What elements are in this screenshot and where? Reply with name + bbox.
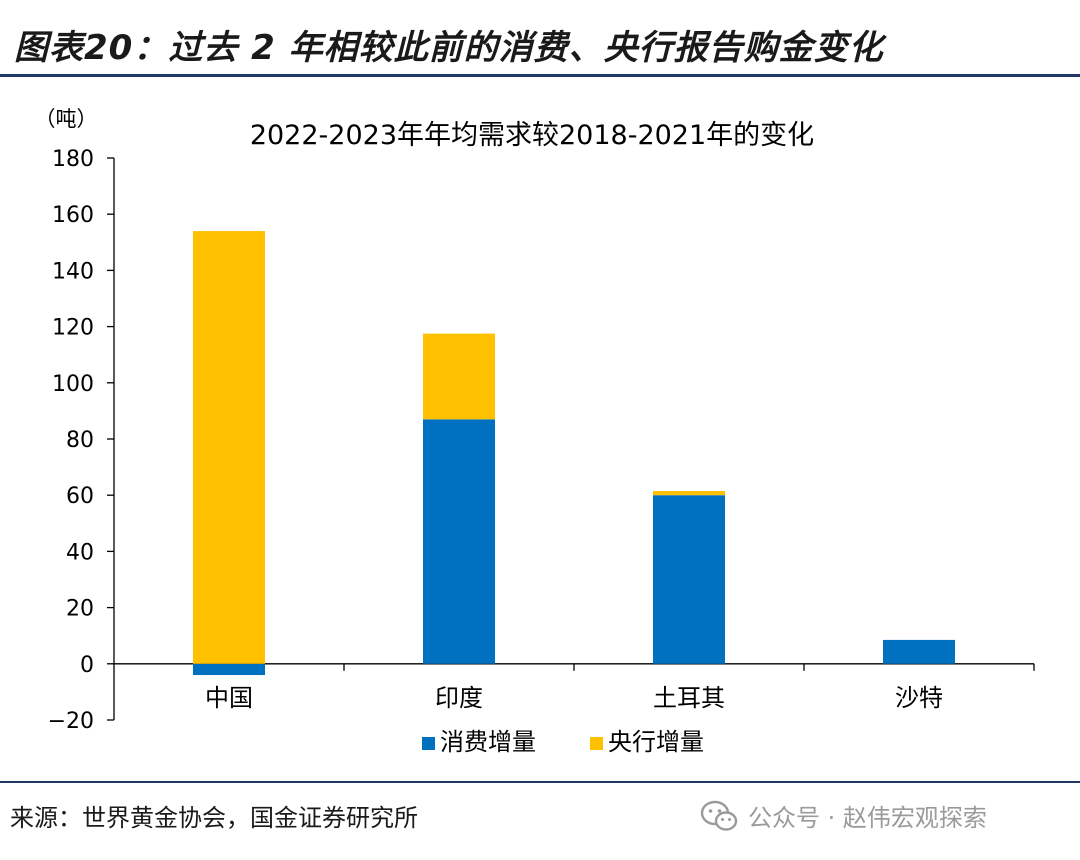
y-tick-label: 0 — [80, 653, 94, 678]
x-tick-label: 中国 — [205, 684, 253, 712]
y-tick-label: 140 — [52, 259, 94, 284]
watermark: 公众号 · 赵伟宏观探索 — [700, 798, 987, 833]
stacked-bar-chart: 2022-2023年年均需求较2018-2021年的变化 （吨） −20 0 20 4… — [35, 107, 1035, 756]
x-tick-label: 印度 — [435, 684, 483, 712]
y-tick-label: 20 — [66, 597, 94, 622]
y-axis-unit-label: （吨） — [35, 107, 98, 131]
y-tick-label: 160 — [52, 203, 94, 228]
y-tick-label: 80 — [66, 428, 94, 453]
bar-consumption-0 — [193, 663, 265, 676]
y-tick-label: 60 — [66, 484, 94, 509]
y-tick-label: 40 — [66, 540, 94, 565]
bottom-divider — [0, 781, 1080, 783]
x-tick-label: 沙特 — [895, 684, 943, 712]
bar-central-bank-2 — [653, 490, 725, 496]
chart-title: 2022-2023年年均需求较2018-2021年的变化 — [250, 120, 814, 151]
legend-swatch-central-bank — [590, 737, 603, 750]
y-tick-label: 100 — [52, 372, 94, 397]
legend-swatch-consumption — [422, 737, 435, 750]
x-tick-label: 土耳其 — [653, 684, 725, 712]
bar-consumption-1 — [423, 419, 495, 664]
y-tick-label: 120 — [52, 316, 94, 341]
axes-layer: −20 0 20 40 60 80 100 120 140 160 180 中国 印度 土耳其 沙特 — [48, 147, 1035, 734]
bar-central-bank-0 — [193, 231, 265, 664]
y-tick-label: 180 — [52, 147, 94, 172]
bar-consumption-3 — [883, 639, 955, 664]
source-note: 来源：世界黄金协会，国金证券研究所 — [10, 804, 418, 832]
legend-label-consumption: 消费增量 — [440, 728, 536, 756]
bars-layer — [193, 231, 955, 676]
top-divider — [0, 74, 1080, 77]
bar-consumption-2 — [653, 495, 725, 664]
y-tick-label: −20 — [48, 709, 94, 734]
bar-central-bank-1 — [423, 333, 495, 420]
legend: 消费增量 央行增量 — [422, 728, 704, 756]
watermark-text: 公众号 · 赵伟宏观探索 — [748, 804, 987, 832]
wechat-icon — [700, 800, 738, 831]
figure-title: 图表20：过去 2 年相较此前的消费、央行报告购金变化 — [14, 28, 884, 68]
legend-label-central-bank: 央行增量 — [608, 728, 704, 756]
